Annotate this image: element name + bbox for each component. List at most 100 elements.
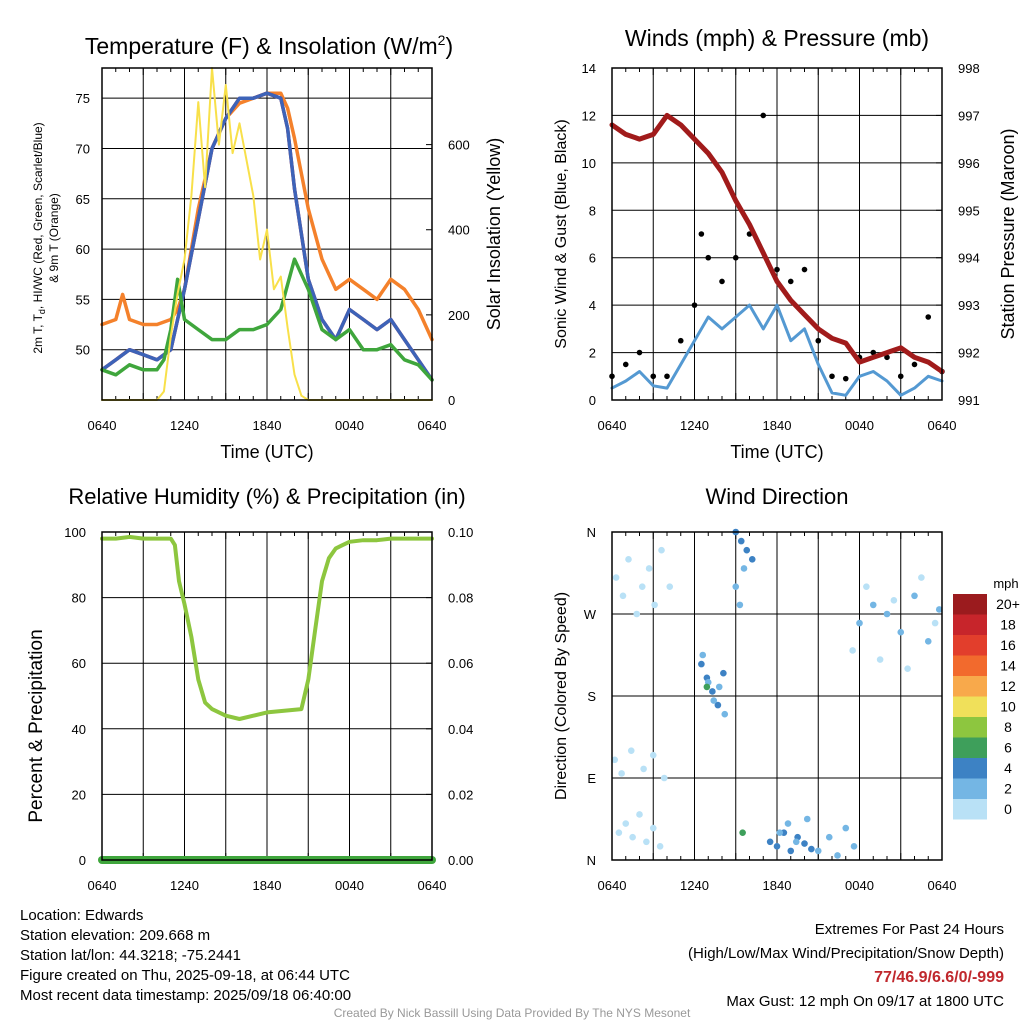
- direction-point: [792, 838, 800, 846]
- y2-tick-label: 0.10: [448, 525, 473, 540]
- legend-label: 8: [1004, 719, 1012, 735]
- direction-point: [625, 556, 632, 563]
- direction-point: [619, 592, 627, 600]
- direction-point: [633, 610, 641, 618]
- direction-point: [748, 556, 756, 563]
- direction-point: [736, 601, 744, 609]
- x-tick-label: 1240: [170, 418, 199, 433]
- direction-point: [651, 601, 658, 609]
- direction-point: [740, 565, 748, 572]
- x-tick-label: 0640: [598, 878, 627, 893]
- series-hi-wc: [100, 91, 434, 382]
- y-tick-label: W: [584, 607, 597, 622]
- legend-title: mph: [993, 576, 1018, 591]
- y2-tick-label: 996: [958, 156, 980, 171]
- title-text: Temperature (F) & Insolation (W/m: [85, 33, 438, 59]
- gust-point: [650, 373, 657, 380]
- y-tick-label: 80: [72, 591, 86, 606]
- direction-point: [869, 601, 877, 609]
- gust-point: [732, 254, 739, 261]
- direction-point: [904, 665, 911, 672]
- y2-tick-label: 993: [958, 298, 980, 313]
- chart-title: Relative Humidity (%) & Precipitation (i…: [68, 484, 465, 509]
- legend-swatch: [953, 717, 987, 738]
- direction-point: [714, 701, 722, 709]
- direction-point: [611, 756, 619, 764]
- direction-point: [649, 751, 657, 759]
- y-tick-label: 75: [76, 91, 90, 106]
- panel-temperature: 0640 1240 1840 0040 0640 50 55 60 65 70 75 0 200 400 6…: [31, 32, 504, 462]
- gust-point: [829, 373, 835, 380]
- y-tick-label: 12: [582, 108, 596, 123]
- x-tick-label: 0640: [88, 878, 117, 893]
- direction-point: [743, 546, 751, 554]
- direction-point: [612, 574, 620, 581]
- y-tick-label: 2: [589, 346, 596, 361]
- y-tick-label: 0: [589, 393, 596, 408]
- latlon-text: Station lat/lon: 44.3218; -75.2441: [20, 947, 242, 964]
- y-tick-label: 8: [589, 203, 596, 218]
- direction-point: [638, 583, 646, 590]
- legend-swatch: [953, 778, 987, 799]
- gust-point: [842, 375, 849, 382]
- direction-point: [709, 688, 716, 695]
- direction-point: [883, 610, 891, 618]
- direction-point: [834, 852, 841, 859]
- speed-legend: mph 20+ 18 16 14 12 10 8 6 4 2 0: [953, 576, 1020, 820]
- y-tick-label: 6: [589, 251, 596, 266]
- direction-point: [825, 833, 833, 841]
- gust-point: [622, 361, 629, 368]
- extremes-values: 77/46.9/6.6/0/-999: [874, 969, 1004, 986]
- title-end: ): [445, 33, 453, 59]
- y-tick-label: S: [587, 689, 596, 704]
- legend-swatch: [953, 676, 987, 697]
- direction-point: [935, 606, 943, 613]
- x-tick-label: 1240: [680, 418, 709, 433]
- gust-point: [897, 373, 904, 380]
- legend-swatch: [953, 758, 987, 779]
- y2-tick-label: 600: [448, 138, 470, 153]
- elevation-text: Station elevation: 209.668 m: [20, 927, 211, 944]
- series-station-pressure: [609, 112, 945, 374]
- direction-point: [721, 710, 729, 718]
- direction-point: [801, 840, 808, 847]
- gust-point: [691, 302, 698, 308]
- y-tick-label: 0: [79, 853, 86, 868]
- x-tick-label: 0640: [418, 878, 447, 893]
- y2-tick-label: 994: [958, 251, 980, 266]
- gust-point: [698, 231, 705, 237]
- x-tick-label: 1840: [253, 878, 282, 893]
- chart-title: Temperature (F) & Insolation (W/m2): [85, 32, 453, 59]
- direction-point: [876, 656, 884, 663]
- y2-tick-label: 0.00: [448, 853, 473, 868]
- title-sup: 2: [438, 32, 446, 48]
- legend-label: 2: [1004, 781, 1012, 797]
- legend-label: 20+: [996, 596, 1020, 612]
- x-axis-label: Time (UTC): [220, 442, 313, 462]
- legend-swatch: [953, 635, 987, 656]
- direction-point: [627, 747, 635, 754]
- gust-point: [870, 349, 877, 356]
- y2-tick-label: 0.04: [448, 722, 473, 737]
- y-axis-label-right: Station Pressure (Maroon): [998, 128, 1018, 339]
- x-tick-label: 0040: [845, 878, 874, 893]
- direction-point: [666, 583, 674, 590]
- legend-swatch: [953, 594, 987, 615]
- y-tick-label: 60: [72, 656, 86, 671]
- y-tick-label: 100: [64, 525, 86, 540]
- direction-point: [776, 829, 784, 836]
- credit-line: Created By Nick Bassill Using Data Provi…: [333, 1006, 691, 1020]
- legend-swatch: [953, 799, 987, 820]
- x-tick-label: 1240: [170, 878, 199, 893]
- y2-tick-label: 400: [448, 223, 470, 238]
- y-axis-label-left: Percent & Precipitation: [26, 629, 47, 822]
- direction-point: [897, 628, 905, 636]
- direction-point: [732, 583, 740, 590]
- max-gust-text: Max Gust: 12 mph On 09/17 at 1800 UTC: [726, 993, 1004, 1010]
- direction-point: [787, 847, 795, 855]
- legend-swatch: [953, 737, 987, 758]
- direction-point: [863, 583, 870, 590]
- direction-point: [645, 565, 653, 572]
- extremes-box: Extremes For Past 24 Hours (High/Low/Max…: [688, 918, 1004, 1014]
- series-2m-td: [100, 257, 434, 382]
